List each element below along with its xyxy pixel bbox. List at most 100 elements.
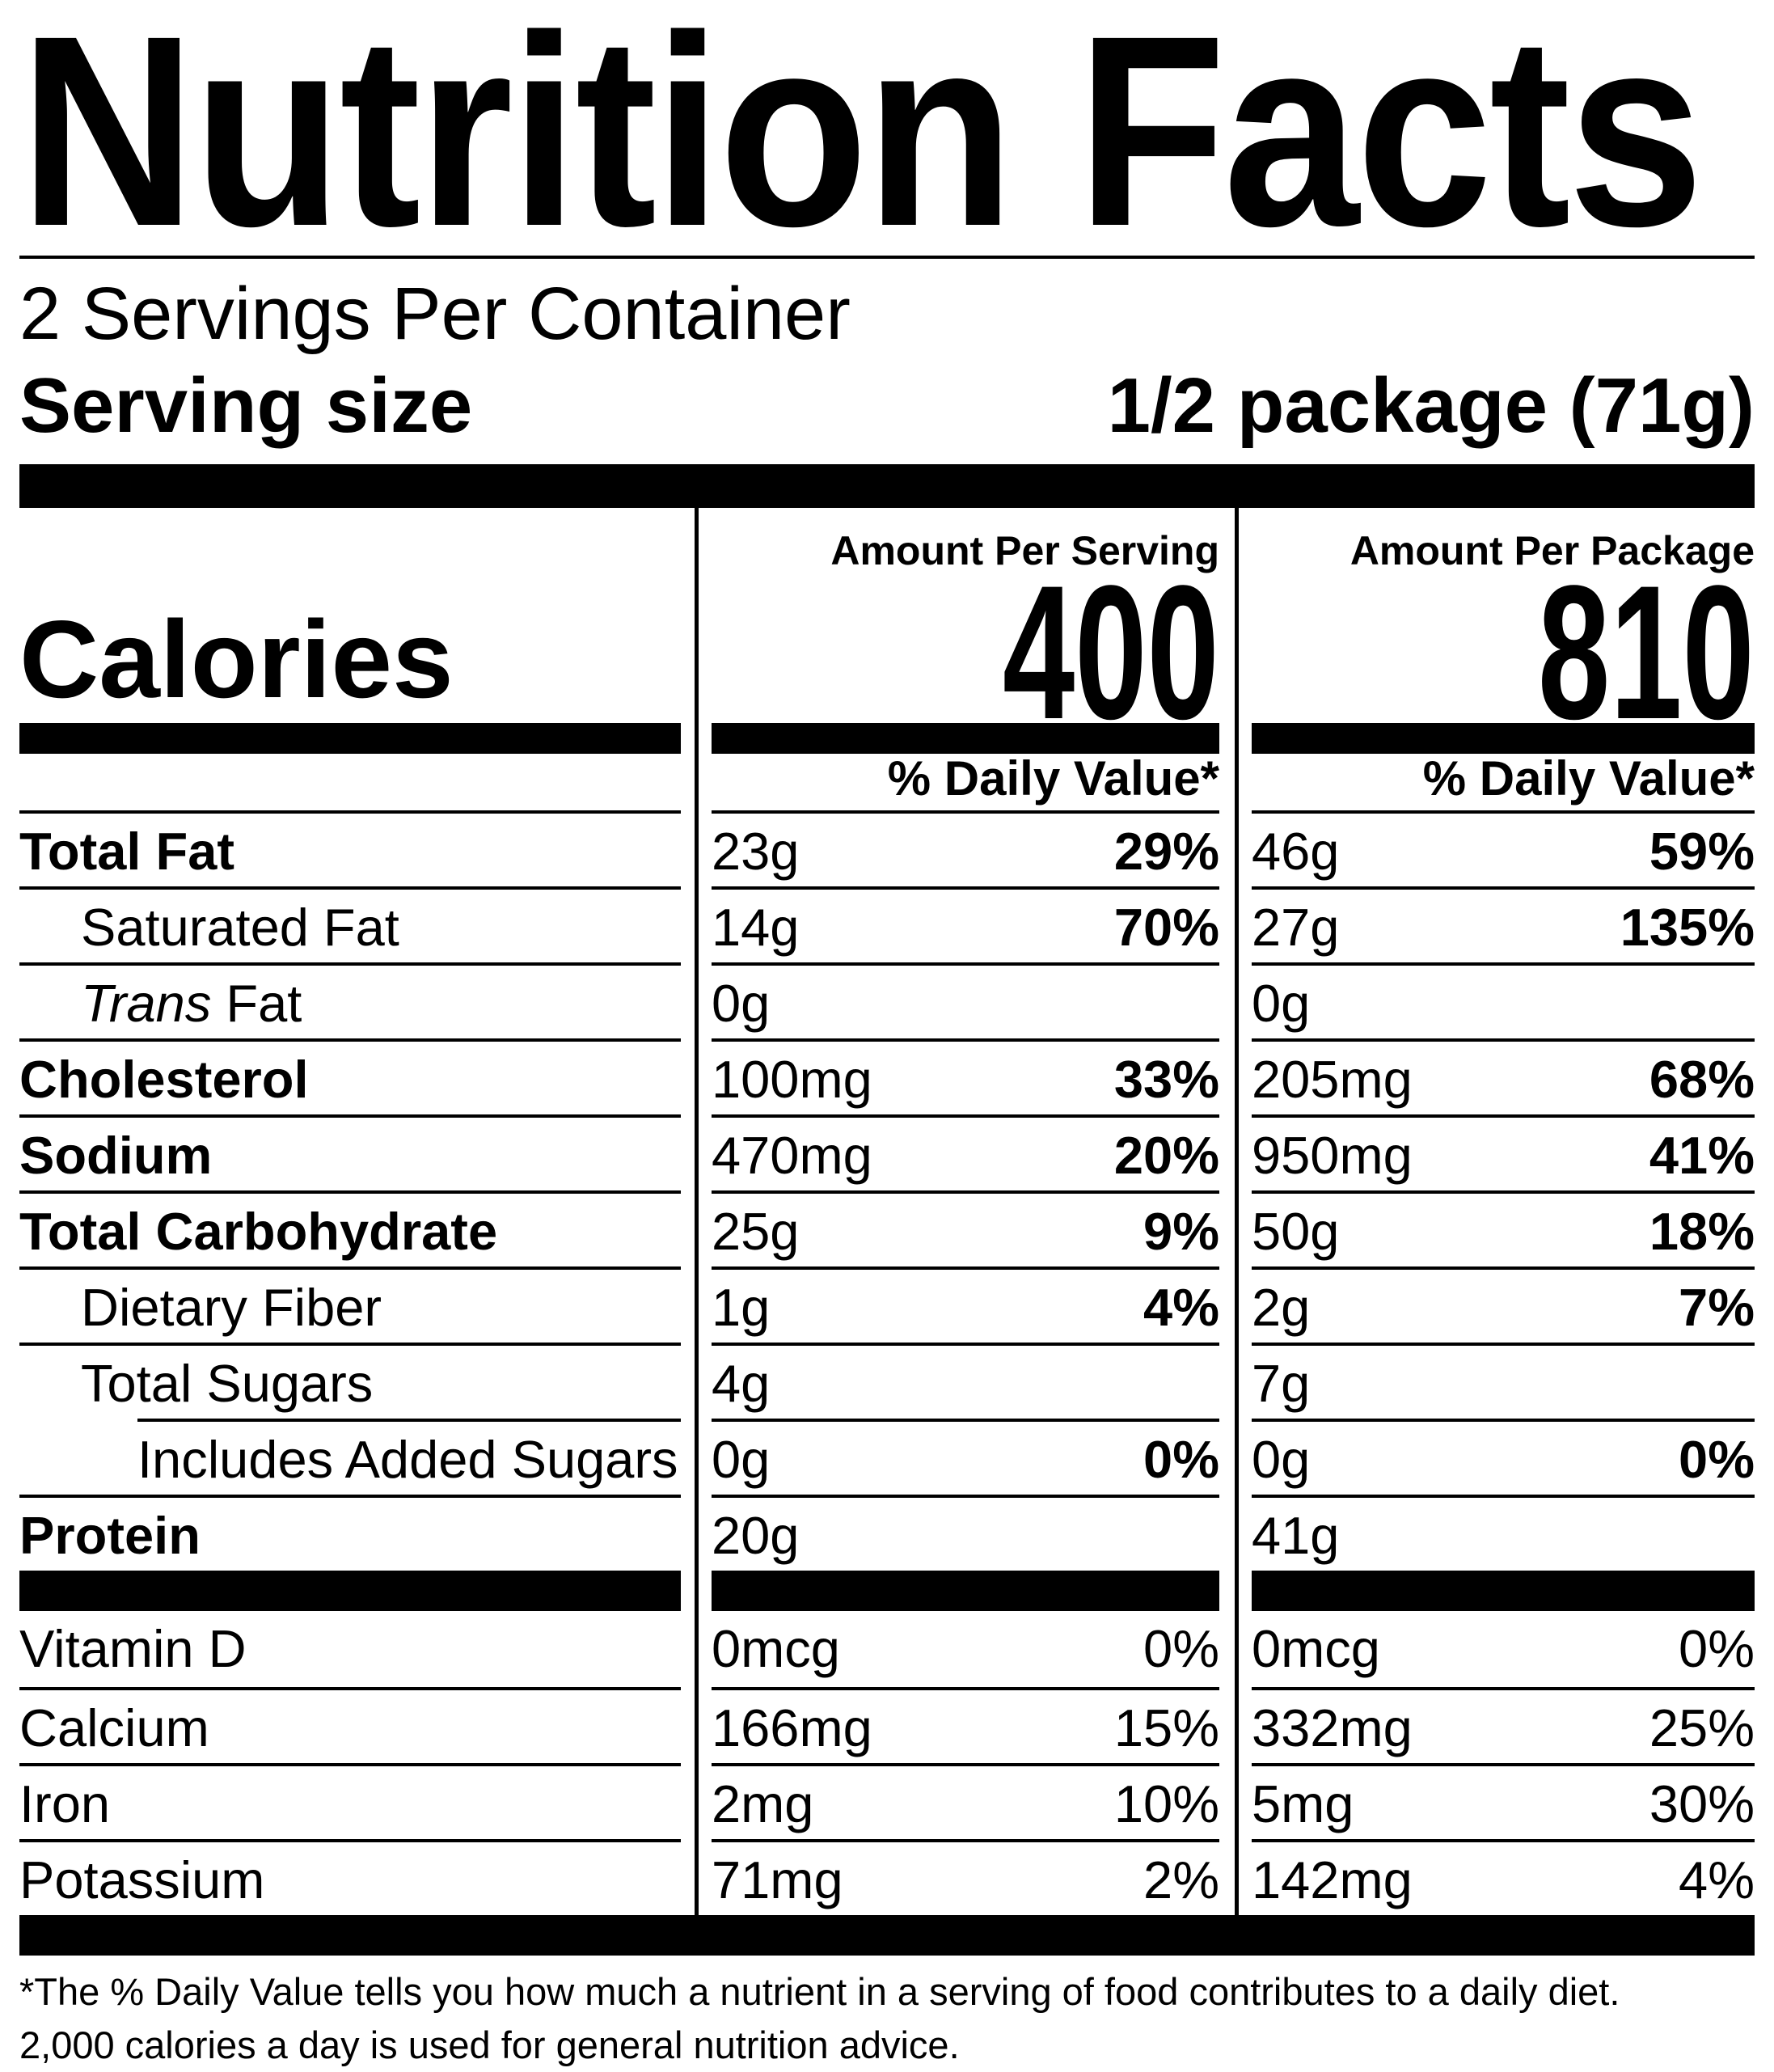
label-title: Nutrition Facts bbox=[19, 0, 1704, 283]
nutrient-row-saturated-fat: Saturated Fat 14g 70% 27g 135% bbox=[19, 886, 1755, 962]
serving-size-value: 1/2 package (71g) bbox=[1107, 362, 1755, 449]
serving-dv: 4% bbox=[1143, 1278, 1219, 1337]
serving-dv: 2% bbox=[1143, 1850, 1219, 1909]
package-amount: 2g bbox=[1252, 1278, 1311, 1337]
nutrient-name: Dietary Fiber bbox=[19, 1266, 681, 1343]
package-amount: 41g bbox=[1252, 1506, 1340, 1565]
nutrient-name: Protein bbox=[19, 1495, 681, 1571]
nutrient-name: Includes Added Sugars bbox=[19, 1419, 681, 1495]
footnote-line-2: 2,000 calories a day is used for general… bbox=[19, 2023, 960, 2066]
package-dv: 7% bbox=[1679, 1278, 1755, 1337]
package-amount: 5mg bbox=[1252, 1774, 1354, 1833]
serving-dv: 0% bbox=[1143, 1430, 1219, 1489]
package-amount: 142mg bbox=[1252, 1850, 1413, 1909]
serving-amount: 470mg bbox=[712, 1126, 872, 1185]
package-dv: 4% bbox=[1679, 1850, 1755, 1909]
package-amount: 0g bbox=[1252, 974, 1311, 1033]
serving-amount: 166mg bbox=[712, 1698, 872, 1757]
nutrient-name: Calcium bbox=[19, 1687, 681, 1763]
package-dv: 18% bbox=[1649, 1202, 1755, 1261]
nutrient-row-cholesterol: Cholesterol 100mg 33% 205mg 68% bbox=[19, 1038, 1755, 1114]
micronutrient-separator-bar bbox=[19, 1571, 1755, 1611]
serving-dv: 20% bbox=[1113, 1126, 1219, 1185]
nutrient-name: Potassium bbox=[19, 1839, 681, 1915]
calories-separator-bar bbox=[19, 723, 1755, 754]
serving-size-row: Serving size 1/2 package (71g) bbox=[19, 359, 1755, 453]
serving-dv: 29% bbox=[1113, 822, 1219, 881]
micronutrient-row-calcium: Calcium 166mg 15% 332mg 25% bbox=[19, 1687, 1755, 1763]
amount-header-row: Amount Per Serving Amount Per Package bbox=[19, 508, 1755, 576]
package-dv: 135% bbox=[1620, 898, 1755, 957]
package-dv: 0% bbox=[1679, 1430, 1755, 1489]
calories-row: Calories 400 810 bbox=[19, 546, 1755, 759]
serving-amount: 100mg bbox=[712, 1050, 872, 1109]
nutrient-row-protein: Protein 20g 41g bbox=[19, 1495, 1755, 1571]
package-amount: 27g bbox=[1252, 898, 1340, 957]
package-amount: 332mg bbox=[1252, 1698, 1413, 1757]
nutrient-row-sodium: Sodium 470mg 20% 950mg 41% bbox=[19, 1114, 1755, 1190]
micronutrient-row-iron: Iron 2mg 10% 5mg 30% bbox=[19, 1763, 1755, 1839]
serving-amount: 23g bbox=[712, 822, 800, 881]
micronutrient-row-potassium: Potassium 71mg 2% 142mg 4% bbox=[19, 1839, 1755, 1915]
footer-separator-bar bbox=[19, 1915, 1755, 1956]
serving-amount: 0mcg bbox=[712, 1619, 840, 1678]
package-dv: 25% bbox=[1649, 1698, 1755, 1757]
nutrient-name: Total Sugars bbox=[19, 1343, 681, 1419]
nutrient-name: Vitamin D bbox=[19, 1619, 247, 1678]
calories-per-package: 810 bbox=[1538, 546, 1755, 759]
nutrient-row-total-sugars: Total Sugars 4g 7g bbox=[19, 1343, 1755, 1419]
package-amount: 205mg bbox=[1252, 1050, 1413, 1109]
package-amount: 50g bbox=[1252, 1202, 1340, 1261]
micronutrient-row-vitamin-d: Vitamin D 0mcg 0% 0mcg 0% bbox=[19, 1611, 1755, 1687]
serving-amount: 4g bbox=[712, 1354, 771, 1413]
package-amount: 0g bbox=[1252, 1430, 1311, 1489]
nutrient-name: Cholesterol bbox=[19, 1038, 681, 1114]
nutrition-table: Amount Per Serving Amount Per Package Ca… bbox=[19, 508, 1755, 1915]
serving-dv: 15% bbox=[1113, 1698, 1219, 1757]
title-rule bbox=[19, 256, 1755, 259]
package-dv: 41% bbox=[1649, 1126, 1755, 1185]
nutrient-name: Sodium bbox=[19, 1114, 681, 1190]
nutrient-name: Trans Fat bbox=[19, 962, 681, 1038]
package-amount: 7g bbox=[1252, 1354, 1311, 1413]
daily-value-header-row: % Daily Value* % Daily Value* bbox=[19, 751, 1755, 810]
serving-size-label: Serving size bbox=[19, 362, 473, 449]
package-dv: 59% bbox=[1649, 822, 1755, 881]
package-amount: 46g bbox=[1252, 822, 1340, 881]
daily-value-header-serving: % Daily Value* bbox=[887, 751, 1219, 806]
package-amount: 0mcg bbox=[1252, 1619, 1380, 1678]
serving-amount: 14g bbox=[712, 898, 800, 957]
serving-amount: 25g bbox=[712, 1202, 800, 1261]
nutrient-name: Total Fat bbox=[19, 810, 681, 886]
package-amount: 950mg bbox=[1252, 1126, 1413, 1185]
calories-per-serving: 400 bbox=[1003, 546, 1219, 759]
serving-dv: 10% bbox=[1113, 1774, 1219, 1833]
serving-amount: 2mg bbox=[712, 1774, 814, 1833]
nutrient-row-dietary-fiber: Dietary Fiber 1g 4% 2g 7% bbox=[19, 1266, 1755, 1343]
serving-dv: 9% bbox=[1143, 1202, 1219, 1261]
serving-amount: 0g bbox=[712, 1430, 771, 1489]
serving-amount: 71mg bbox=[712, 1850, 843, 1909]
serving-dv: 0% bbox=[1143, 1619, 1219, 1678]
package-dv: 68% bbox=[1649, 1050, 1755, 1109]
nutrient-row-total-carbohydrate: Total Carbohydrate 25g 9% 50g 18% bbox=[19, 1190, 1755, 1266]
serving-dv: 33% bbox=[1113, 1050, 1219, 1109]
footnote-line-1: *The % Daily Value tells you how much a … bbox=[19, 1970, 1620, 2013]
header-separator-bar bbox=[19, 464, 1755, 508]
nutrient-name: Iron bbox=[19, 1763, 681, 1839]
serving-dv: 70% bbox=[1113, 898, 1219, 957]
serving-amount: 20g bbox=[712, 1506, 800, 1565]
nutrient-row-total-fat: Total Fat 23g 29% 46g 59% bbox=[19, 810, 1755, 886]
calories-label: Calories bbox=[19, 598, 454, 721]
nutrient-row-added-sugars: Includes Added Sugars 0g 0% 0g 0% bbox=[19, 1419, 1755, 1495]
serving-amount: 0g bbox=[712, 974, 771, 1033]
package-dv: 30% bbox=[1649, 1774, 1755, 1833]
serving-amount: 1g bbox=[712, 1278, 771, 1337]
daily-value-header-package: % Daily Value* bbox=[1422, 751, 1755, 806]
nutrient-row-trans-fat: Trans Fat 0g 0g bbox=[19, 962, 1755, 1038]
daily-value-footnote: *The % Daily Value tells you how much a … bbox=[19, 1956, 1755, 2072]
amount-per-package-header: Amount Per Package bbox=[1350, 528, 1755, 573]
nutrient-name: Total Carbohydrate bbox=[19, 1190, 681, 1266]
column-divider-2 bbox=[1235, 508, 1239, 1915]
